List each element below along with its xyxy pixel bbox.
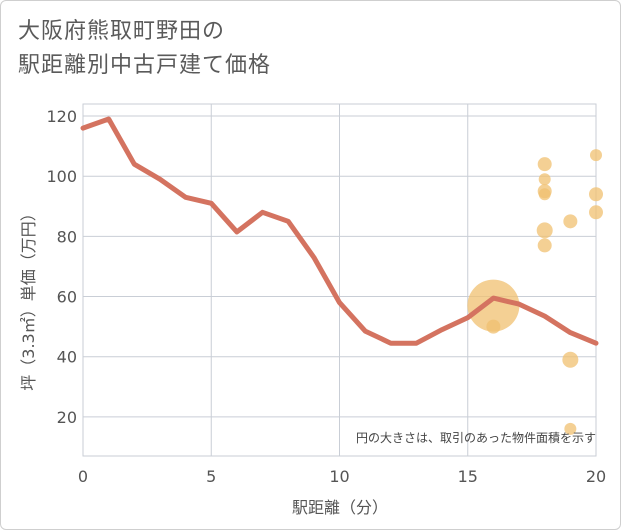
data-point	[467, 279, 520, 332]
grid	[83, 104, 596, 456]
y-tick-label: 20	[57, 408, 77, 427]
points-layer	[467, 149, 603, 435]
y-tick-label: 100	[46, 167, 77, 186]
data-point	[538, 188, 551, 201]
x-tick-label: 20	[586, 467, 606, 486]
data-point	[589, 187, 603, 202]
data-point	[563, 214, 578, 229]
y-tick-labels: 20 40 60 80 100 120	[46, 107, 77, 427]
data-point	[562, 351, 579, 368]
y-tick-label: 80	[57, 227, 77, 246]
data-point	[589, 205, 603, 220]
chart-title: 大阪府熊取町野田の 駅距離別中古戸建て価格	[18, 15, 271, 83]
x-axis-label: 駅距離（分）	[292, 498, 388, 517]
y-axis-label: 坪（3.3㎡）単価（万円）	[19, 205, 38, 390]
data-point	[590, 149, 602, 162]
x-tick-label: 10	[329, 467, 349, 486]
y-tick-label: 60	[57, 288, 77, 307]
chart-note: 円の大きさは、取引のあった物件面積を示す	[356, 430, 596, 445]
data-point	[537, 157, 552, 172]
title-line-1: 大阪府熊取町野田の	[18, 19, 226, 44]
data-point	[536, 222, 553, 239]
y-tick-label: 120	[46, 107, 77, 126]
data-point	[538, 173, 551, 186]
title-line-2: 駅距離別中古戸建て価格	[18, 53, 272, 78]
x-tick-label: 5	[206, 467, 216, 486]
data-point	[537, 238, 552, 253]
x-tick-label: 0	[78, 467, 88, 486]
data-point	[564, 422, 577, 435]
y-tick-label: 40	[57, 348, 77, 367]
x-tick-labels: 0 5 10 15 20	[78, 467, 606, 486]
x-tick-label: 15	[458, 467, 478, 486]
trend-line	[80, 116, 599, 346]
data-point	[486, 319, 501, 334]
